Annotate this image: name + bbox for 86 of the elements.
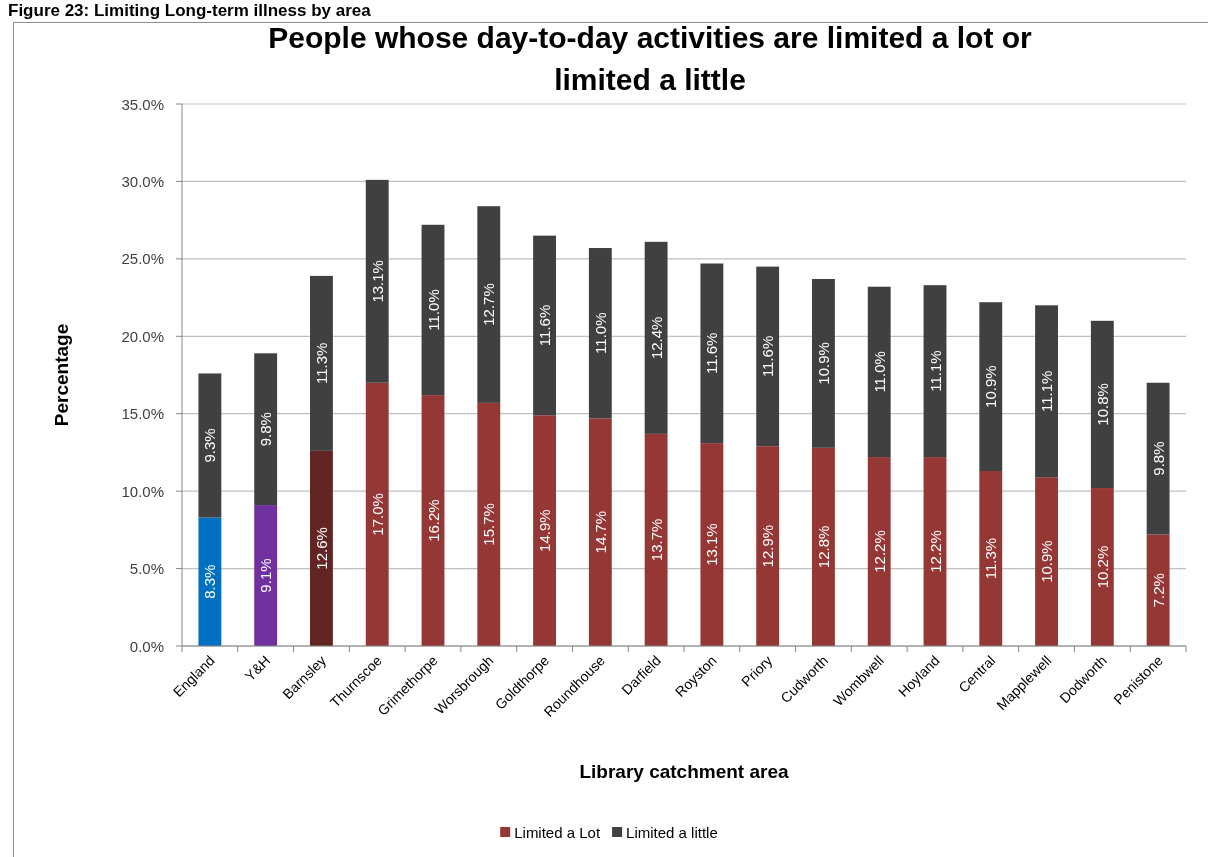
y-tick-label: 25.0% [121, 250, 164, 268]
data-label: 12.7% [480, 283, 498, 326]
data-label: 13.1% [703, 523, 721, 566]
bar [812, 447, 835, 646]
bar [198, 373, 222, 518]
data-label: 13.1% [368, 260, 386, 303]
bar [310, 275, 333, 451]
data-label: 10.9% [982, 365, 1000, 408]
data-label: 9.8% [257, 412, 275, 447]
bar [477, 206, 501, 403]
bar [644, 241, 668, 434]
bar [198, 517, 222, 646]
y-tick-label: 30.0% [121, 172, 164, 190]
chart-title: People whose day-to-day activities are limited a lot or limited a little [268, 21, 1033, 96]
bar [1035, 305, 1058, 478]
bar [867, 457, 891, 646]
data-label: 8.3% [201, 564, 219, 599]
caption: Figure 23: Limiting Long-term illness by area [8, 1, 372, 20]
bar [254, 505, 278, 646]
bar [588, 418, 612, 646]
bar [533, 415, 556, 646]
y-tick-label: 35.0% [121, 95, 164, 113]
bar [254, 353, 278, 506]
data-label: 10.9% [814, 342, 832, 385]
bar [1146, 534, 1170, 646]
y-tick-label: 0.0% [129, 637, 164, 655]
bar [979, 302, 1003, 472]
data-label: 11.3% [982, 537, 1000, 580]
bar [1090, 320, 1114, 489]
data-label: 10.9% [1038, 540, 1056, 583]
data-label: 12.2% [926, 530, 944, 573]
bar [365, 382, 389, 646]
data-label: 14.9% [536, 509, 554, 552]
bar [756, 266, 780, 447]
bar [421, 395, 445, 646]
x-axis-title: Library catchment area [579, 761, 789, 782]
data-label: 12.8% [814, 525, 832, 569]
data-label: 11.1% [1038, 370, 1056, 412]
data-label: 9.1% [257, 558, 275, 593]
bar [700, 263, 724, 444]
bar [1090, 488, 1114, 646]
legend-label: Limited a Lot [514, 823, 601, 841]
bar [867, 286, 891, 458]
y-axis-title: Percentage [51, 323, 72, 427]
data-label: 10.8% [1093, 383, 1111, 426]
y-tick-label: 15.0% [121, 405, 164, 423]
data-label: 15.7% [480, 503, 498, 546]
bar [1035, 477, 1058, 646]
bar [477, 402, 501, 646]
data-label: 12.4% [647, 316, 665, 360]
data-label: 11.0% [424, 289, 442, 331]
y-tick-label: 20.0% [121, 327, 164, 345]
bar [533, 235, 556, 416]
data-label: 11.6% [759, 335, 777, 378]
data-label: 10.2% [1093, 545, 1111, 589]
data-label: 11.3% [312, 342, 330, 385]
bar [421, 224, 445, 396]
bar [979, 471, 1003, 646]
data-label: 11.6% [536, 304, 554, 347]
bar [588, 248, 612, 419]
bar [365, 179, 389, 383]
bar [756, 446, 780, 646]
data-label: 17.0% [368, 493, 386, 536]
y-tick-label: 10.0% [121, 482, 164, 500]
data-label: 9.8% [1149, 441, 1167, 476]
bar [700, 443, 724, 646]
data-label: 12.9% [759, 524, 777, 568]
data-label: 7.2% [1149, 573, 1167, 608]
bar [923, 285, 947, 458]
data-label: 11.1% [926, 350, 944, 392]
bar [644, 433, 668, 646]
data-label: 14.7% [591, 510, 609, 554]
data-label: 12.6% [312, 527, 330, 570]
data-label: 16.2% [424, 499, 442, 542]
bar [1146, 382, 1170, 535]
bar [923, 457, 947, 646]
data-label: 12.2% [870, 530, 888, 573]
data-label: 9.3% [201, 428, 219, 463]
data-label: 11.0% [591, 312, 609, 354]
bar [310, 450, 333, 646]
data-label: 13.7% [647, 518, 665, 562]
bar [812, 278, 835, 448]
legend-label: Limited a little [626, 823, 718, 841]
data-label: 11.6% [703, 332, 721, 375]
y-tick-label: 5.0% [129, 560, 164, 578]
data-label: 11.0% [870, 351, 888, 393]
